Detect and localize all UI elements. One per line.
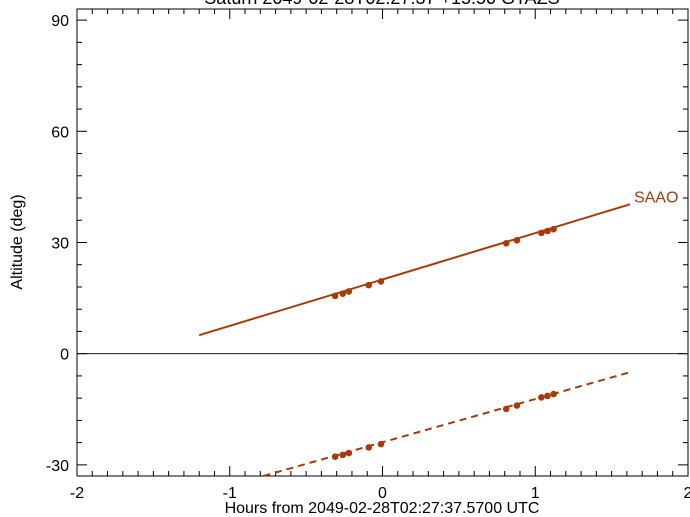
series-point [365, 281, 373, 289]
series-point [331, 292, 339, 300]
series-label: SAAO [634, 189, 678, 206]
series-point [538, 394, 545, 401]
series-dashed-line [263, 371, 631, 477]
plot-layer: -2 -1 0 1 2 -30 0 30 60 90 SAAO [46, 9, 690, 502]
series-point [502, 405, 510, 413]
y-tick-label: 30 [51, 236, 69, 253]
series-line [198, 203, 631, 337]
y-tick-label: 60 [51, 124, 69, 141]
series-point [377, 278, 385, 285]
plot-frame [76, 8, 689, 477]
chart-title: Saturn 2049-02-28T02:27:37 +15.50 GTAZS [204, 0, 559, 8]
y-tick-label: 0 [60, 347, 69, 364]
x-axis-title: Hours from 2049-02-28T02:27:37.5700 UTC [225, 500, 540, 517]
series-point [544, 392, 551, 400]
series-point [345, 288, 353, 295]
series-point [331, 453, 339, 461]
series-point [339, 290, 347, 297]
series-point [365, 444, 373, 451]
series-point [550, 390, 557, 398]
series-point [513, 236, 521, 244]
series-point [544, 227, 551, 235]
series-point [502, 239, 510, 247]
series-point [339, 451, 347, 459]
y-tick-label: 90 [51, 13, 69, 30]
series-point [550, 225, 557, 233]
series-point [345, 449, 353, 457]
x-tick-label: 0 [378, 485, 387, 502]
x-tick-label: -2 [70, 485, 84, 502]
series-point [538, 229, 545, 237]
x-tick-label: -1 [223, 485, 237, 502]
y-axis-title: Altitude (deg) [9, 194, 26, 289]
x-tick-label: 2 [684, 485, 690, 502]
y-tick-label: -30 [46, 458, 69, 475]
x-tick-label: 1 [531, 485, 540, 502]
series-point [377, 440, 385, 448]
series-point [513, 402, 521, 409]
